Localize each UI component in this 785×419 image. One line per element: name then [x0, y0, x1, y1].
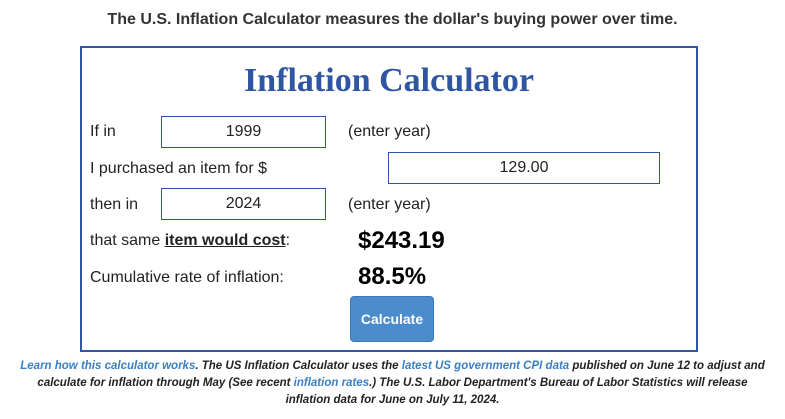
cpi-data-link[interactable]: latest US government CPI data: [401, 360, 570, 372]
footnote-text-1: . The US Inflation Calculator uses the: [195, 360, 402, 372]
footnote-text-2: published on June 12 to adjust and calcu…: [37, 360, 765, 389]
calculator-title: Inflation Calculator: [244, 62, 534, 99]
calculator-footnote: Learn how this calculator works. The US …: [14, 358, 771, 409]
cost-result-value: $243.19: [358, 227, 445, 254]
footnote-text-3: .) The U.S. Labor Department's Bureau of…: [285, 377, 748, 406]
item-cost-label: that same item would cost:: [90, 232, 290, 250]
cumulative-inflation-value: 88.5%: [358, 263, 427, 290]
enter-year-hint-start: (enter year): [348, 123, 431, 140]
end-year-input[interactable]: [161, 188, 326, 220]
then-in-label: then in: [90, 196, 139, 213]
item-cost-label-prefix: that same: [90, 232, 165, 249]
enter-year-hint-end: (enter year): [348, 196, 431, 213]
purchase-amount-label: I purchased an item for $: [90, 160, 267, 177]
item-cost-label-suffix: :: [285, 232, 291, 249]
if-in-label: If in: [90, 123, 116, 140]
start-year-input[interactable]: [161, 116, 326, 148]
calculate-button[interactable]: Calculate: [350, 296, 434, 342]
cumulative-inflation-label: Cumulative rate of inflation:: [90, 269, 284, 286]
inflation-rates-link[interactable]: inflation rates: [293, 377, 370, 389]
learn-how-link[interactable]: Learn how this calculator works: [20, 360, 196, 372]
inflation-calculator-panel: Inflation Calculator If in (enter year) …: [80, 46, 698, 352]
item-would-cost-link[interactable]: item would cost: [164, 232, 286, 249]
amount-input[interactable]: [388, 152, 660, 184]
page-tagline: The U.S. Inflation Calculator measures t…: [107, 11, 678, 28]
